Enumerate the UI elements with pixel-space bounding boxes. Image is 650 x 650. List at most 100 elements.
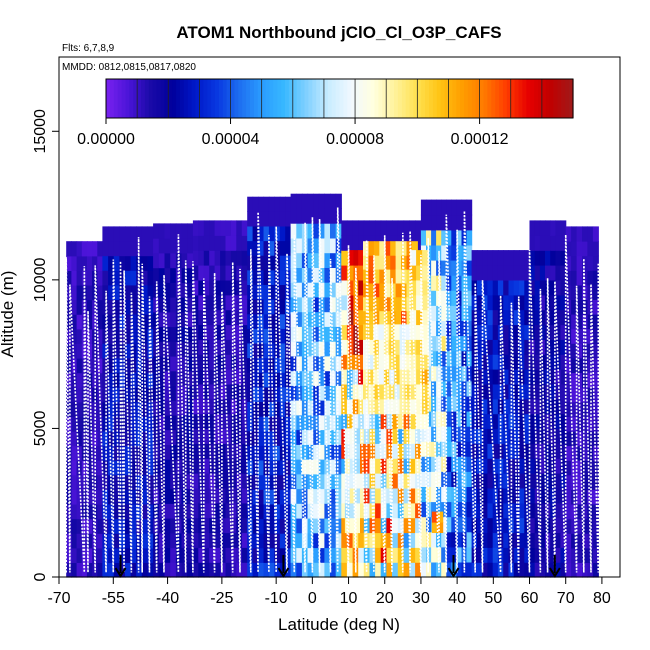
heatmap-cell <box>318 193 325 209</box>
heatmap-cell <box>170 532 177 549</box>
heatmap-cell <box>241 324 248 340</box>
heatmap-cell <box>441 199 447 216</box>
heatmap-cell <box>466 214 473 231</box>
heatmap-cell <box>241 398 248 415</box>
heatmap-cell <box>76 314 83 330</box>
heatmap-cell <box>285 474 292 490</box>
heatmap-cell <box>170 370 177 386</box>
heatmap-cell <box>529 413 536 430</box>
heatmap-cell <box>130 430 137 447</box>
colorbar-swatch <box>467 79 473 118</box>
heatmap-cell <box>341 458 348 474</box>
heatmap-cell <box>247 240 254 256</box>
heatmap-cell <box>285 372 292 388</box>
colorbar-swatch <box>300 79 306 118</box>
heatmap-cell <box>324 503 331 519</box>
heatmap-cell <box>301 385 309 401</box>
heatmap-cell <box>158 444 166 460</box>
heatmap-cell <box>582 474 588 490</box>
heatmap-cell <box>181 297 188 313</box>
heatmap-cell <box>369 220 376 236</box>
heatmap-hotspot-cell <box>378 339 385 355</box>
heatmap-cell <box>346 383 354 400</box>
heatmap-cell <box>220 383 227 400</box>
heatmap-cell <box>409 473 416 489</box>
heatmap-cell <box>130 547 137 563</box>
heatmap-cell <box>369 562 376 578</box>
heatmap-cell <box>492 532 499 548</box>
heatmap-cell <box>285 386 292 402</box>
heatmap-cell <box>290 547 297 563</box>
heatmap-cell <box>555 532 562 548</box>
heatmap-cell <box>313 237 320 254</box>
heatmap-cell <box>426 229 432 246</box>
heatmap-cell <box>71 416 78 432</box>
heatmap-cell <box>456 199 463 216</box>
heatmap-cell <box>466 486 473 503</box>
heatmap-cell <box>258 240 265 256</box>
colorbar-swatch <box>207 79 212 118</box>
heatmap-cell <box>346 369 354 385</box>
heatmap-cell <box>415 235 422 251</box>
heatmap-cell <box>451 546 457 563</box>
heatmap-cell <box>76 343 83 359</box>
heatmap-cell <box>318 532 325 549</box>
heatmap-cell <box>451 350 457 367</box>
heatmap-cell <box>225 562 232 578</box>
heatmap-hotspot-cell <box>410 369 417 385</box>
heatmap-cell <box>220 235 227 251</box>
heatmap-cell <box>141 270 148 286</box>
heatmap-cell <box>187 267 194 283</box>
heatmap-cell <box>220 532 227 548</box>
heatmap-cell <box>324 193 331 209</box>
heatmap-cell <box>192 265 199 281</box>
heatmap-cell <box>102 255 109 271</box>
heatmap-cell <box>225 458 232 474</box>
heatmap-cell <box>296 208 303 224</box>
heatmap-cell <box>456 456 463 472</box>
heatmap-cell <box>252 562 259 578</box>
heatmap-cell <box>296 532 303 549</box>
heatmap-cell <box>324 326 331 342</box>
heatmap-cell <box>375 458 382 474</box>
heatmap-cell <box>555 265 562 281</box>
heatmap-cell <box>456 471 463 487</box>
heatmap-cell <box>147 241 154 257</box>
heatmap-cell <box>456 320 463 337</box>
heatmap-cell <box>409 487 416 504</box>
heatmap-cell <box>125 474 132 490</box>
heatmap-cell <box>335 326 342 342</box>
heatmap-cell <box>220 398 227 415</box>
heatmap-cell <box>258 342 265 359</box>
heatmap-cell <box>519 279 525 296</box>
heatmap-cell <box>141 489 148 505</box>
heatmap-cell <box>529 458 536 474</box>
heatmap-cell <box>274 533 281 549</box>
heatmap-cell <box>386 473 393 489</box>
heatmap-cell <box>225 428 232 444</box>
heatmap-cell <box>66 299 72 315</box>
heatmap-cell <box>230 309 237 326</box>
heatmap-cell <box>86 533 93 549</box>
heatmap-cell <box>247 196 254 212</box>
heatmap-cell <box>214 562 221 578</box>
heatmap-cell <box>187 252 194 269</box>
heatmap-cell <box>456 395 463 412</box>
x-tick-label: 60 <box>521 590 539 607</box>
colorbar-swatch <box>234 79 239 118</box>
heatmap-cell <box>296 296 303 313</box>
heatmap-cell <box>461 380 468 397</box>
colorbar-swatch <box>374 79 379 118</box>
heatmap-cell <box>187 532 194 549</box>
heatmap-cell <box>147 547 154 563</box>
heatmap-cell <box>187 297 194 313</box>
heatmap-cell <box>392 487 399 504</box>
heatmap-cell <box>446 320 452 337</box>
heatmap-cell <box>274 416 281 432</box>
heatmap-cell <box>164 400 171 416</box>
heatmap-cell <box>335 429 342 445</box>
heatmap-cell <box>119 474 126 490</box>
heatmap-cell <box>369 413 376 430</box>
heatmap-cell <box>209 339 216 355</box>
heatmap-cell <box>71 504 78 520</box>
